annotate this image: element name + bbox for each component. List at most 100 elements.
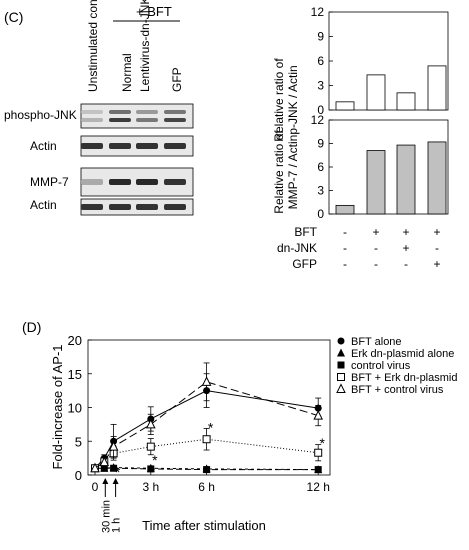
blot-band xyxy=(136,143,158,149)
condition-value: + xyxy=(433,225,440,239)
condition-value: - xyxy=(343,257,347,271)
bar2-bar xyxy=(366,150,386,215)
lane-label-normal: Normal xyxy=(120,53,134,92)
blot-label-actin-1: Actin xyxy=(30,139,57,153)
condition-label: BFT xyxy=(294,225,317,239)
line-xtick-label: 12 h xyxy=(307,480,330,494)
line-xtick-label: 6 h xyxy=(198,480,215,494)
bar2-ytick-label: 12 xyxy=(311,113,325,127)
time-arrow-label: 30 min xyxy=(100,500,112,533)
bft-header: + BFT xyxy=(136,4,172,19)
marker-square-open xyxy=(314,448,323,457)
line-ytick-label: 15 xyxy=(68,367,82,382)
blot-band xyxy=(81,179,103,185)
blot-band xyxy=(164,143,186,149)
marker-circle xyxy=(337,337,345,345)
marker-triangle-open xyxy=(336,383,346,393)
blot-label-actin-2: Actin xyxy=(30,198,57,212)
legend-entry: BFT alone xyxy=(351,336,402,348)
marker-triangle xyxy=(337,348,345,357)
blot-frame xyxy=(80,103,194,129)
legend-entry: Erk dn-plasmid alone xyxy=(351,348,454,360)
condition-value: + xyxy=(402,225,409,239)
condition-value: + xyxy=(433,257,440,271)
bar1-ylabel-line2: p-JNK / Actin xyxy=(286,65,300,134)
blot-band xyxy=(81,143,103,149)
condition-value: - xyxy=(374,241,378,255)
marker-square-open xyxy=(337,373,345,381)
bar2-ylabel-line2: MMP-7 / Actin xyxy=(286,135,300,210)
blot-band xyxy=(136,110,158,114)
marker-square xyxy=(337,361,345,369)
line-ytick-label: 5 xyxy=(75,434,82,449)
marker-square xyxy=(203,466,211,474)
blot-band xyxy=(109,143,131,149)
bar1-ytick-label: 6 xyxy=(317,54,324,68)
blot-band xyxy=(164,204,186,210)
marker-square xyxy=(110,464,118,472)
bar1-ytick-label: 9 xyxy=(317,30,324,44)
condition-label: dn-JNK xyxy=(277,241,317,255)
marker-triangle-open xyxy=(99,456,110,467)
blot-band xyxy=(109,179,131,185)
bar2-ytick-label: 9 xyxy=(317,137,324,151)
significance-star: * xyxy=(319,435,325,451)
blot-band xyxy=(81,204,103,210)
marker-triangle-open xyxy=(313,409,324,420)
bar1-ytick-label: 12 xyxy=(311,5,325,19)
time-arrow-label: 1 h xyxy=(111,518,123,533)
condition-value: - xyxy=(343,241,347,255)
significance-star: * xyxy=(152,452,158,468)
legend-entry: BFT + control virus xyxy=(351,384,444,396)
marker-square-open xyxy=(202,435,211,444)
bar2-ytick-label: 6 xyxy=(317,160,324,174)
bar1-bar xyxy=(366,74,386,111)
lane-label-lentivirus: Lentivirus-dn-JNK xyxy=(138,0,152,92)
bar1-bar xyxy=(396,92,416,111)
condition-value: - xyxy=(343,225,347,239)
bar2-bar xyxy=(396,144,416,215)
legend-entry: BFT + Erk dn-plasmid xyxy=(351,372,457,384)
series-line xyxy=(94,381,319,469)
lane-label-unstimulated: Unstimulated control xyxy=(86,0,100,92)
legend-entry: control virus xyxy=(351,360,411,372)
line-ytick-label: 10 xyxy=(68,401,82,416)
pjnk-bar-chart: Relative ratio of p-JNK / Actin 0 3 6 9 12 xyxy=(272,5,449,142)
line-ytick-label: 0 xyxy=(75,468,82,483)
bar1-ylabel-line1: Relative ratio of xyxy=(272,58,286,142)
condition-table: BFT - + + + dn-JNK - - + - GFP - - - + xyxy=(277,225,441,271)
bar1-bar xyxy=(427,65,447,111)
blot-label-phospho-jnk: phospho-JNK xyxy=(4,108,77,122)
marker-triangle-open xyxy=(90,462,100,473)
marker-square-open xyxy=(146,442,155,451)
blot-band xyxy=(109,110,131,114)
panel-d-label: (D) xyxy=(22,319,41,335)
bar2-ytick-label: 3 xyxy=(317,184,324,198)
condition-value: + xyxy=(372,225,379,239)
condition-value: - xyxy=(404,257,408,271)
line-xlabel: Time after stimulation xyxy=(142,518,266,533)
blot-band xyxy=(81,110,103,114)
condition-value: - xyxy=(435,241,439,255)
marker-triangle-open xyxy=(201,376,212,386)
blot-band xyxy=(81,118,103,122)
bar2-ytick-label: 0 xyxy=(317,207,324,221)
bar1-bar xyxy=(335,101,355,111)
marker-square xyxy=(147,465,155,473)
line-xtick-label: 3 h xyxy=(142,480,159,494)
significance-star: * xyxy=(115,464,121,480)
significance-star: * xyxy=(208,419,214,435)
panel-c-label: (C) xyxy=(4,9,23,25)
western-blots xyxy=(80,103,194,216)
marker-triangle-open xyxy=(145,418,156,429)
condition-value: - xyxy=(374,257,378,271)
line-ytick-label: 20 xyxy=(68,333,82,348)
blot-band xyxy=(164,118,186,122)
line-xtick-label: 0 xyxy=(92,480,99,494)
blot-band xyxy=(164,110,186,114)
bar2-bar xyxy=(335,204,355,215)
line-ylabel: Fold-increase of AP-1 xyxy=(50,344,65,469)
blot-band xyxy=(136,204,158,210)
